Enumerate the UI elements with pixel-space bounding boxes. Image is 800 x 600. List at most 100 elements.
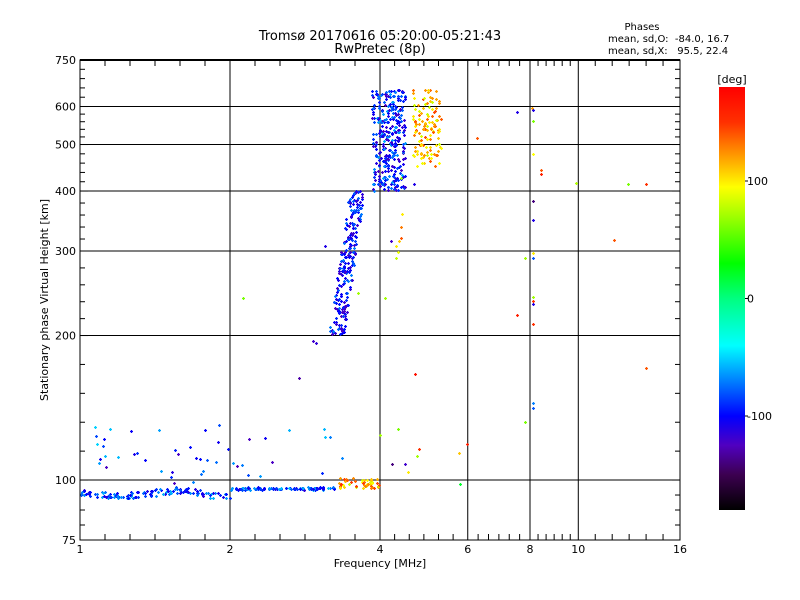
f2-x-trace-point <box>416 165 419 168</box>
f2-o-trace-point <box>383 165 386 168</box>
x-tick-label: 8 <box>527 543 534 556</box>
scatter-point <box>532 200 535 203</box>
f1-o-trace-point <box>351 260 354 263</box>
f2-x-trace-point <box>418 110 421 113</box>
e-layer-trace-point <box>212 497 215 500</box>
e-layer-trace-point <box>110 496 113 499</box>
f2-o-trace-point <box>378 164 381 167</box>
sporadic-e-x-point <box>370 487 373 490</box>
e-layer-trace-point <box>85 493 88 496</box>
e-layer-trace-point <box>212 492 215 495</box>
f1-o-trace-point <box>353 244 356 247</box>
e-layer-trace-point <box>131 492 134 495</box>
e-layer-trace-point <box>166 488 169 491</box>
scatter-point <box>645 183 648 186</box>
f1-o-trace-point <box>334 332 337 335</box>
f2-o-trace-point <box>387 189 390 192</box>
f1-o-trace-point <box>354 235 357 238</box>
f2-o-trace-point <box>377 95 380 98</box>
f2-x-trace-point <box>423 125 426 128</box>
f2-x-trace-point <box>435 90 438 93</box>
f1-o-trace-point <box>356 199 359 202</box>
f1-o-trace-point <box>346 224 349 227</box>
e-layer-scatter-point <box>96 443 99 446</box>
f1-o-trace-point <box>348 271 351 274</box>
f2-x-trace-point <box>420 144 423 147</box>
f2-o-trace-point <box>393 166 396 169</box>
f2-x-trace-point <box>418 114 421 117</box>
sporadic-e-x-point <box>342 484 345 487</box>
f1-o-trace-point <box>345 218 348 221</box>
f2-x-trace-point <box>429 96 432 99</box>
f1-o-trace-point <box>333 301 336 304</box>
e-layer-trace-point <box>144 495 147 498</box>
f2-o-trace-point <box>376 93 379 96</box>
e-layer-trace-point <box>209 494 212 497</box>
e-layer-scatter-point <box>158 429 161 432</box>
e-layer-trace-point <box>116 492 119 495</box>
sporadic-e-x-point <box>339 487 342 490</box>
f2-o-trace-point <box>373 176 376 179</box>
f2-x-trace-point <box>429 146 432 149</box>
f2-o-trace-point <box>394 112 397 115</box>
e-layer-trace-point <box>146 490 149 493</box>
f2-o-trace-point <box>375 154 378 157</box>
e-layer-trace-point <box>176 492 179 495</box>
f2-o-trace-point <box>378 178 381 181</box>
f1-o-trace-point <box>335 323 338 326</box>
phase-stats-x: mean, sd,X: 95.5, 22.4 <box>608 46 728 57</box>
y-tick-label: 75 <box>62 534 76 547</box>
f1-o-trace-point <box>342 306 345 309</box>
f2-o-trace-point <box>399 108 402 111</box>
f2-o-trace-point <box>372 107 375 110</box>
e-layer-trace-point <box>108 494 111 497</box>
e-layer-scatter-point <box>95 435 98 438</box>
x-tick-label: 2 <box>227 543 234 556</box>
e-layer-trace-point <box>187 491 190 494</box>
f2-x-trace-point <box>426 125 429 128</box>
f2-o-trace-point <box>387 186 390 189</box>
f1-o-trace-point <box>340 295 343 298</box>
e-layer-trace-point <box>280 487 283 490</box>
e-layer-scatter-point <box>177 453 180 456</box>
f2-o-trace-point <box>383 133 386 136</box>
f1-o-trace-point <box>332 330 335 333</box>
f1-o-trace-point <box>337 289 340 292</box>
f2-o-trace-point <box>401 91 404 94</box>
colorbar-tick-label: 0 <box>747 293 754 306</box>
f2-x-trace-point <box>414 108 417 111</box>
e-layer-scatter-point <box>271 461 274 464</box>
f2-x-trace-point <box>427 89 430 92</box>
e-layer-scatter-point <box>130 430 133 433</box>
f2-o-trace-point <box>391 106 394 109</box>
f2-o-trace-point <box>395 119 398 122</box>
f1-o-trace-point <box>351 239 354 242</box>
e-layer-scatter-point <box>288 429 291 432</box>
e-layer-trace-point <box>165 491 168 494</box>
f2-x-trace-point <box>427 115 430 118</box>
e-layer-trace-point <box>249 489 252 492</box>
f1-o-trace-point <box>336 287 339 290</box>
f2-o-trace-point <box>375 90 378 93</box>
f1-o-trace-point <box>350 215 353 218</box>
colorbar-label: [deg] <box>717 73 746 86</box>
e-layer-trace-point <box>322 488 325 491</box>
f2-o-trace-point <box>394 186 397 189</box>
scatter-point <box>627 183 630 186</box>
f1-o-trace-point <box>349 266 352 269</box>
f1-o-trace-point <box>361 193 364 196</box>
f1-o-trace-point <box>338 312 341 315</box>
e-layer-scatter-point <box>195 457 198 460</box>
sporadic-e-x-point <box>362 482 365 485</box>
e-layer-trace-point <box>205 492 208 495</box>
f2-o-trace-point <box>393 173 396 176</box>
f2-o-trace-point <box>373 190 376 193</box>
e-layer-trace-point <box>179 489 182 492</box>
sporadic-e-x-point <box>355 485 358 488</box>
f1-o-trace-point <box>347 304 350 307</box>
f1-o-trace-point <box>358 204 361 207</box>
f1-o-trace-point <box>343 242 346 245</box>
e-layer-scatter-point <box>94 426 97 429</box>
f1-o-trace-point <box>353 247 356 250</box>
f2-o-trace-point <box>385 118 388 121</box>
